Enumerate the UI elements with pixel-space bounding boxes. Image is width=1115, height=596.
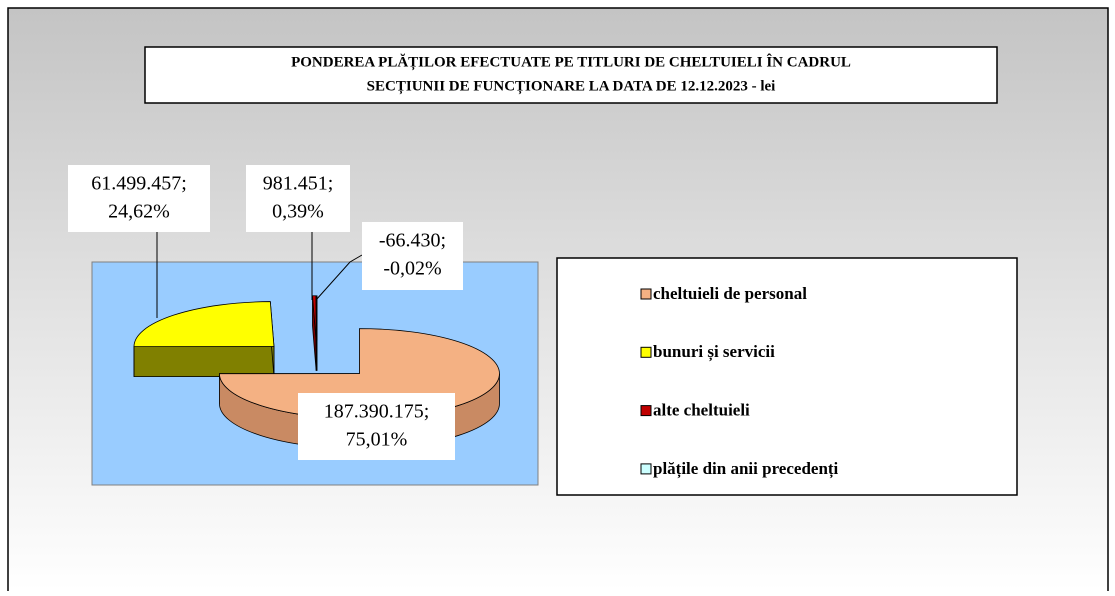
legend-swatch bbox=[641, 347, 651, 357]
data-label: 981.451; bbox=[263, 173, 334, 195]
data-label: -66.430; bbox=[379, 230, 446, 252]
legend-swatch bbox=[641, 464, 651, 474]
legend-label: plățile din anii precedenți bbox=[653, 459, 839, 479]
data-label: 187.390.175; bbox=[324, 401, 430, 423]
legend-label: cheltuieli de personal bbox=[653, 284, 807, 303]
data-label: 61.499.457; bbox=[91, 173, 187, 195]
legend-label: bunuri și servicii bbox=[653, 342, 775, 362]
legend-swatch bbox=[641, 289, 651, 299]
data-label: -0,02% bbox=[383, 258, 441, 280]
data-label: 0,39% bbox=[272, 201, 324, 223]
slice-side bbox=[134, 347, 274, 377]
legend-swatch bbox=[641, 406, 651, 416]
data-label: 75,01% bbox=[346, 429, 408, 451]
legend-label: alte cheltuieli bbox=[653, 401, 750, 420]
chart-title: SECȚIUNII DE FUNCȚIONARE LA DATA DE 12.1… bbox=[367, 78, 776, 94]
data-label: 24,62% bbox=[108, 201, 170, 223]
chart-title: PONDEREA PLĂȚILOR EFECTUATE PE TITLURI D… bbox=[291, 53, 851, 70]
